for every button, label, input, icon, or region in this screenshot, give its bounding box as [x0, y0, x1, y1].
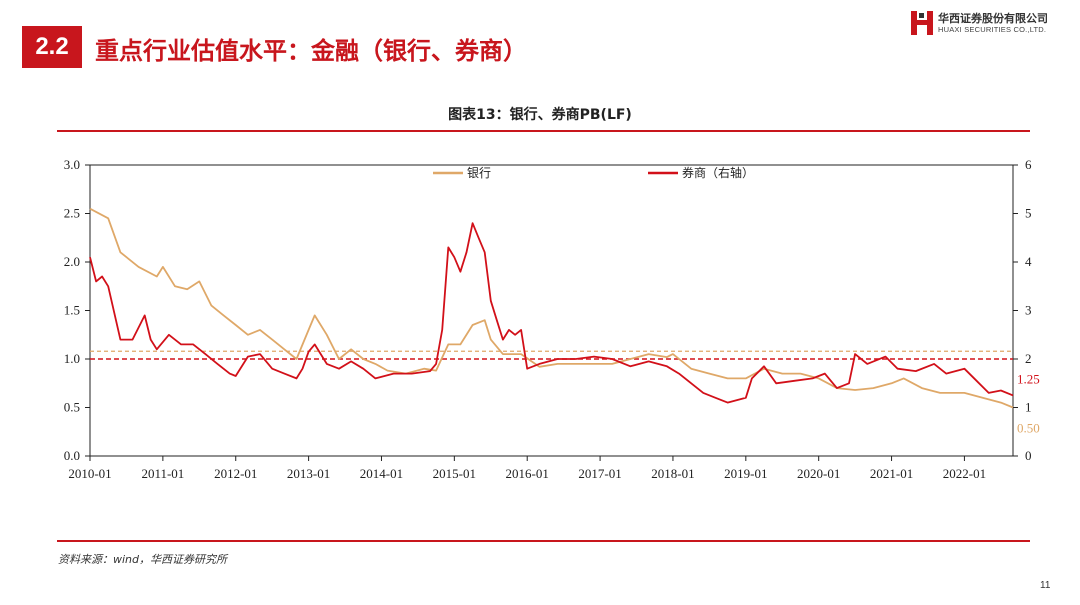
- source-note: 资料来源：wind，华西证券研究所: [58, 553, 228, 566]
- y-left-tick-label: 0.0: [64, 448, 80, 463]
- section-number-badge: 2.2: [22, 26, 82, 68]
- x-tick-label: 2020-01: [797, 466, 840, 481]
- x-tick-label: 2014-01: [360, 466, 403, 481]
- x-tick-label: 2017-01: [578, 466, 621, 481]
- y-right-tick-label: 5: [1025, 206, 1032, 221]
- x-tick-label: 2018-01: [651, 466, 694, 481]
- broker-end-label: 1.25: [1017, 371, 1040, 386]
- x-tick-label: 2019-01: [724, 466, 767, 481]
- y-right-tick-label: 0: [1025, 448, 1032, 463]
- y-left-tick-label: 1.0: [64, 351, 80, 366]
- chart-title: 图表13：银行、券商PB(LF): [448, 107, 632, 123]
- y-right-tick-label: 3: [1025, 303, 1032, 318]
- page-title: 重点行业估值水平：金融（银行、券商）: [95, 37, 527, 65]
- y-left-tick-label: 3.0: [64, 157, 80, 172]
- y-left-tick-label: 2.5: [64, 206, 80, 221]
- x-tick-label: 2021-01: [870, 466, 913, 481]
- bank-end-label: 0.50: [1017, 421, 1040, 436]
- x-tick-label: 2012-01: [214, 466, 257, 481]
- huaxi-logo-icon: [911, 11, 933, 35]
- y-right-tick-label: 1: [1025, 400, 1032, 415]
- y-left-tick-label: 0.5: [64, 400, 80, 415]
- x-tick-label: 2011-01: [141, 466, 184, 481]
- series-1-line: [89, 207, 1014, 409]
- page-number: 11: [1040, 580, 1051, 591]
- y-left-tick-label: 2.0: [64, 254, 80, 269]
- y-right-tick-label: 2: [1025, 351, 1032, 366]
- x-tick-label: 2016-01: [506, 466, 549, 481]
- series-2-line: [89, 222, 1014, 404]
- legend-label-2: 券商（右轴）: [682, 165, 754, 180]
- plot-frame: [89, 164, 1014, 457]
- legend-label-1: 银行: [467, 166, 491, 180]
- x-tick-label: 2010-01: [68, 466, 111, 481]
- y-right-tick-label: 6: [1025, 157, 1032, 172]
- y-left-tick-label: 1.5: [64, 303, 80, 318]
- x-tick-label: 2015-01: [433, 466, 476, 481]
- y-right-tick-label: 4: [1025, 254, 1032, 269]
- logo-chinese-name: 华西证券股份有限公司: [938, 12, 1048, 25]
- top-divider: [57, 130, 1030, 132]
- company-logo: 华西证券股份有限公司 HUAXI SECURITIES CO.,LTD.: [910, 8, 1074, 38]
- bottom-divider: [57, 540, 1030, 542]
- x-tick-label: 2013-01: [287, 466, 330, 481]
- x-tick-label: 2022-01: [943, 466, 986, 481]
- logo-english-name: HUAXI SECURITIES CO.,LTD.: [938, 25, 1047, 34]
